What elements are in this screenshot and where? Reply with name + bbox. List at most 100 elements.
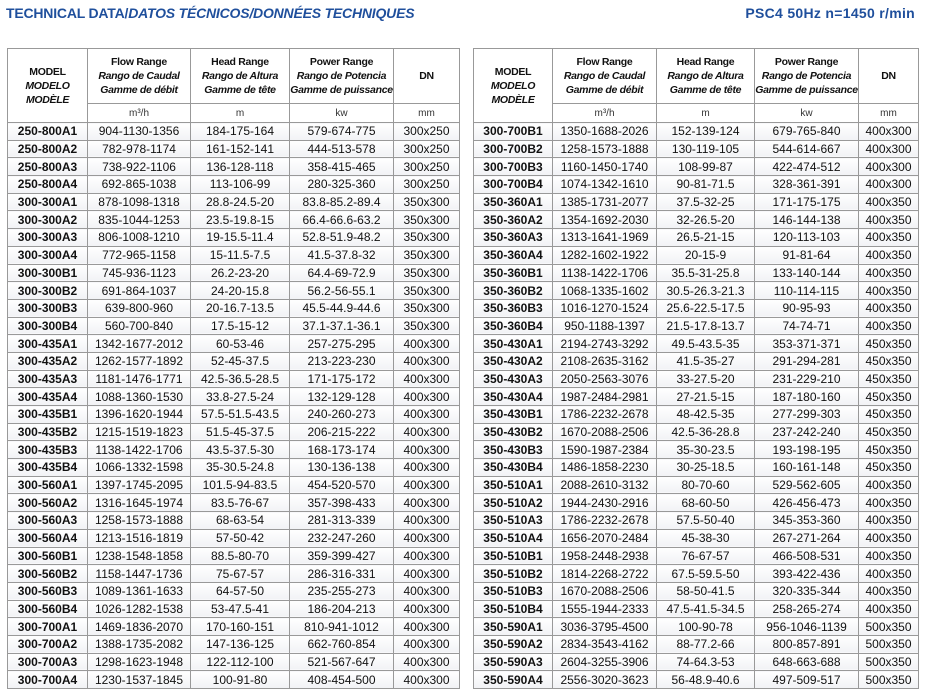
cell: 345-353-360 bbox=[754, 511, 859, 530]
cell: 1987-2484-2981 bbox=[552, 387, 657, 406]
cell: 350-510A1 bbox=[473, 475, 553, 495]
data-row: 300-560B2 1158-1447-1736 75-67-57 286-316-3… bbox=[7, 564, 460, 583]
cell: 350-360B3 bbox=[473, 298, 553, 318]
cell: 400x350 bbox=[858, 581, 919, 601]
cell: 648-663-688 bbox=[754, 652, 859, 672]
cell: 35-30.5-24.8 bbox=[190, 458, 290, 477]
cell: 400x300 bbox=[393, 599, 460, 619]
data-row: 350-360A3 1313-1641-1969 26.5-21-15 120-113… bbox=[473, 228, 919, 247]
cell: 359-399-427 bbox=[289, 546, 394, 566]
data-row: 350-510A3 1786-2232-2678 57.5-50-40 345-353… bbox=[473, 511, 919, 530]
unit-row: m³/h m kw mm bbox=[8, 103, 460, 123]
cell: 350x300 bbox=[393, 263, 460, 283]
cell: 291-294-281 bbox=[754, 351, 859, 371]
cell: 1068-1335-1602 bbox=[552, 281, 657, 300]
data-row: 300-300A1 878-1098-1318 28.8-24.5-20 83.8-8… bbox=[7, 192, 460, 212]
cell: 187-180-160 bbox=[754, 387, 859, 406]
data-row: 300-700A4 1230-1537-1845 100-91-80 408-454-… bbox=[7, 670, 460, 689]
cell: 350-590A1 bbox=[473, 617, 553, 636]
cell: 41.5-35-27 bbox=[656, 351, 755, 371]
data-row: 350-430A4 1987-2484-2981 27-21.5-15 187-180… bbox=[473, 387, 919, 406]
cell: 500x350 bbox=[858, 652, 919, 672]
cell: 30-25-18.5 bbox=[656, 458, 755, 477]
column-header: Flow Range Rango de Caudal Gamme de débit bbox=[552, 48, 657, 104]
cell: 26.5-21-15 bbox=[656, 228, 755, 247]
cell: 64.4-69-72.9 bbox=[289, 263, 394, 283]
cell: 1160-1450-1740 bbox=[552, 157, 657, 177]
cell: 130-119-105 bbox=[656, 139, 755, 159]
data-row: 300-435B3 1138-1422-1706 43.5-37.5-30 168-1… bbox=[7, 440, 460, 460]
data-row: 350-590A2 2834-3543-4162 88-77.2-66 800-857… bbox=[473, 634, 919, 654]
cell: 267-271-264 bbox=[754, 528, 859, 548]
cell: 1258-1573-1888 bbox=[87, 511, 191, 530]
cell: 950-1188-1397 bbox=[552, 316, 657, 336]
unit: m bbox=[656, 103, 755, 123]
cell: 51.5-45-37.5 bbox=[190, 422, 290, 442]
cell: 1350-1688-2026 bbox=[552, 122, 657, 141]
title-en: TECHNICAL DATA/ bbox=[6, 5, 129, 21]
cell: 400x350 bbox=[858, 511, 919, 530]
header-line: Rango de Caudal bbox=[563, 70, 646, 82]
header-row: MODEL MODELO MODÈLE Flow Range Rango de Caud… bbox=[473, 48, 919, 123]
cell: 400x300 bbox=[393, 334, 460, 353]
cell: 300-700B3 bbox=[473, 157, 553, 177]
data-row: 300-435B2 1215-1519-1823 51.5-45-37.5 206-2… bbox=[7, 422, 460, 442]
cell: 1238-1548-1858 bbox=[87, 546, 191, 566]
data-row: 300-300B1 745-936-1123 26.2-23-20 64.4-69-7… bbox=[7, 263, 460, 283]
cell: 1469-1836-2070 bbox=[87, 617, 191, 636]
column-header: DN bbox=[393, 48, 460, 104]
cell: 101.5-94-83.5 bbox=[190, 475, 290, 495]
cell: 400x300 bbox=[858, 139, 919, 159]
data-row: 350-430A1 2194-2743-3292 49.5-43.5-35 353-3… bbox=[473, 334, 919, 353]
header-line: Gamme de tête bbox=[204, 84, 276, 96]
cell: 400x300 bbox=[393, 493, 460, 513]
header-line: Rango de Altura bbox=[667, 70, 744, 82]
cell: 300-560B4 bbox=[7, 599, 88, 619]
cell: 500x350 bbox=[858, 634, 919, 654]
data-row: 300-300A3 806-1008-1210 19-15.5-11.4 52.8-5… bbox=[7, 228, 460, 247]
cell: 350-430B3 bbox=[473, 440, 553, 460]
cell: 1388-1735-2082 bbox=[87, 634, 191, 654]
data-table: MODEL MODELO MODÈLE Flow Range Rango de Caud… bbox=[7, 48, 460, 689]
cell: 80-70-60 bbox=[656, 475, 755, 495]
cell: 353-371-371 bbox=[754, 334, 859, 353]
cell: 300-560B2 bbox=[7, 564, 88, 583]
cell: 193-198-195 bbox=[754, 440, 859, 460]
cell: 400x300 bbox=[393, 564, 460, 583]
data-row: 300-700A3 1298-1623-1948 122-112-100 521-56… bbox=[7, 652, 460, 672]
cell: 171-175-172 bbox=[289, 369, 394, 389]
data-row: 300-700B1 1350-1688-2026 152-139-124 679-76… bbox=[473, 122, 919, 141]
cell: 300-300B1 bbox=[7, 263, 88, 283]
cell: 350-510A3 bbox=[473, 511, 553, 530]
cell: 450x350 bbox=[858, 458, 919, 477]
cell: 300-560B1 bbox=[7, 546, 88, 566]
data-row: 350-510B3 1670-2088-2506 58-50-41.5 320-335… bbox=[473, 581, 919, 601]
cell: 500x350 bbox=[858, 670, 919, 689]
cell: 738-922-1106 bbox=[87, 157, 191, 177]
cell: 1181-1476-1771 bbox=[87, 369, 191, 389]
cell: 1262-1577-1892 bbox=[87, 351, 191, 371]
cell: 300-300A2 bbox=[7, 210, 88, 230]
cell: 1670-2088-2506 bbox=[552, 581, 657, 601]
header-line: MODELO bbox=[25, 79, 70, 92]
header-line: Gamme de débit bbox=[100, 84, 178, 96]
cell: 1158-1447-1736 bbox=[87, 564, 191, 583]
cell: 133-140-144 bbox=[754, 263, 859, 283]
cell: 350x300 bbox=[393, 316, 460, 336]
cell: 1555-1944-2333 bbox=[552, 599, 657, 619]
cell: 120-113-103 bbox=[754, 228, 859, 247]
data-row: 350-430B3 1590-1987-2384 35-30-23.5 193-198… bbox=[473, 440, 919, 460]
cell: 52.8-51.9-48.2 bbox=[289, 228, 394, 247]
cell: 1670-2088-2506 bbox=[552, 422, 657, 442]
data-row: 300-560B1 1238-1548-1858 88.5-80-70 359-399… bbox=[7, 546, 460, 566]
cell: 286-316-331 bbox=[289, 564, 394, 583]
cell: 350-430B2 bbox=[473, 422, 553, 442]
cell: 2604-3255-3906 bbox=[552, 652, 657, 672]
cell: 1958-2448-2938 bbox=[552, 546, 657, 566]
cell: 350-360A4 bbox=[473, 245, 553, 265]
cell: 184-175-164 bbox=[190, 122, 290, 141]
cell: 280-325-360 bbox=[289, 175, 394, 194]
data-row: 350-360A4 1282-1602-1922 20-15-9 91-81-64 40… bbox=[473, 245, 919, 265]
cell: 350x300 bbox=[393, 245, 460, 265]
column-header: Power Range Rango de Potencia Gamme de pui… bbox=[289, 48, 394, 104]
